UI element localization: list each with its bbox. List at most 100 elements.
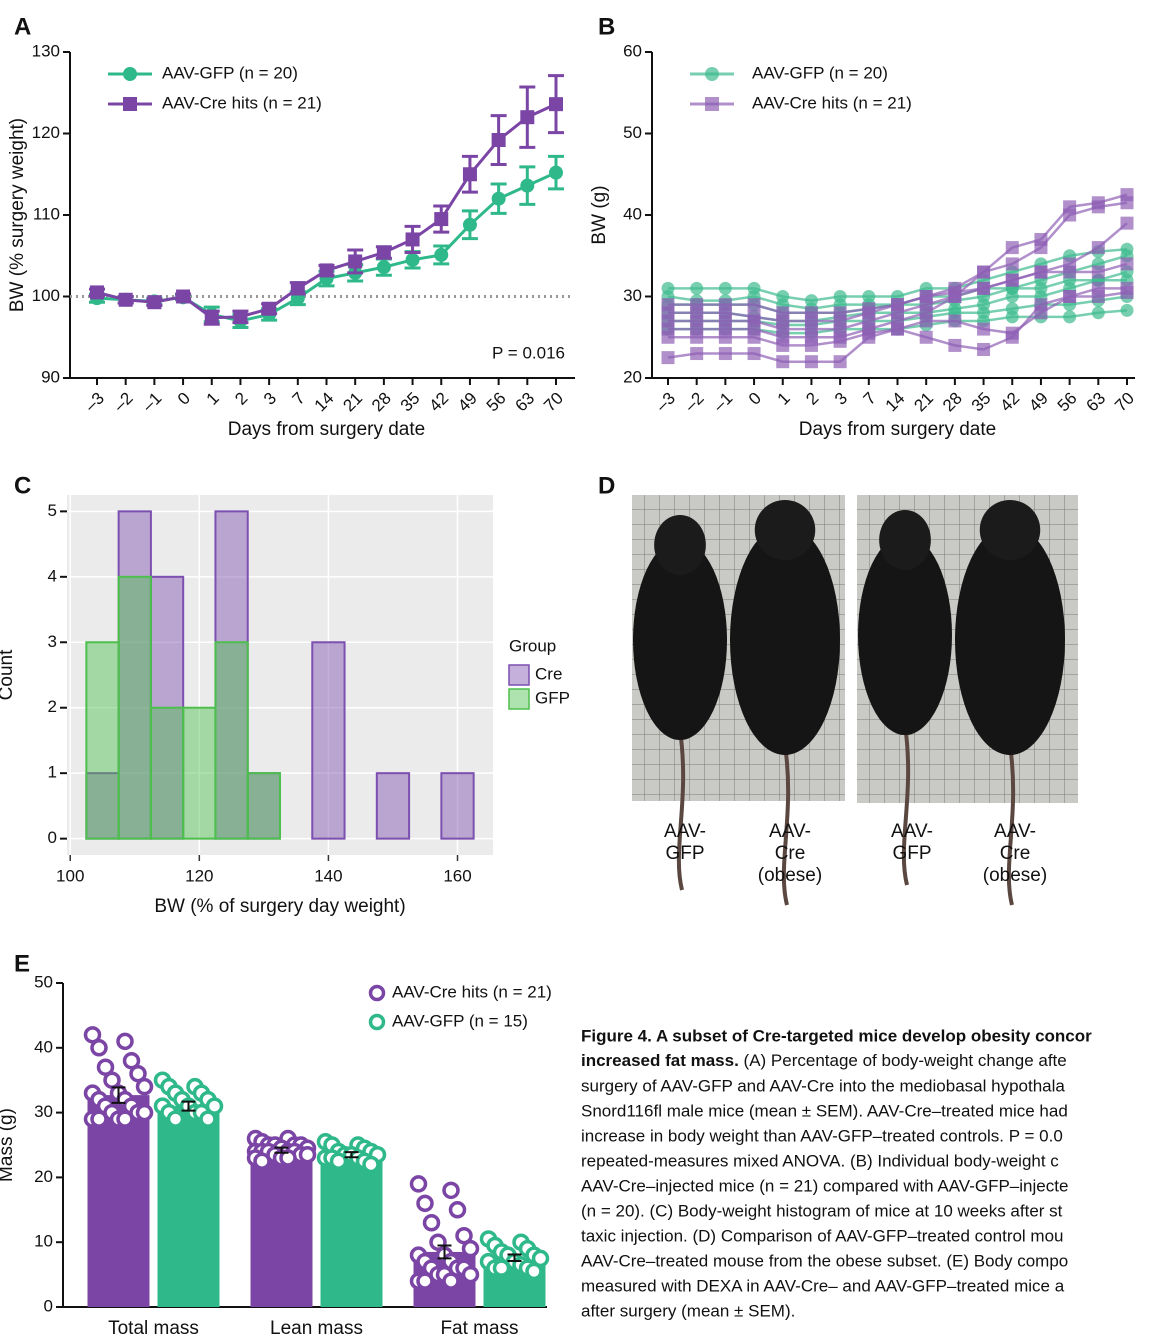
data-point bbox=[1120, 196, 1134, 210]
y-tick-label: 100 bbox=[32, 286, 60, 305]
data-point bbox=[891, 298, 904, 312]
x-tick-label: 70 bbox=[1111, 389, 1138, 416]
data-point bbox=[776, 306, 790, 320]
data-point bbox=[262, 301, 277, 316]
histogram-bar bbox=[311, 641, 346, 840]
data-point bbox=[862, 302, 876, 316]
data-point bbox=[948, 285, 962, 299]
data-point bbox=[531, 1249, 550, 1268]
data-point bbox=[1005, 310, 1019, 324]
x-tick-label: 35 bbox=[397, 389, 424, 416]
data-point bbox=[520, 178, 535, 193]
y-tick-label: 50 bbox=[623, 123, 642, 142]
data-point bbox=[1063, 310, 1077, 324]
photo-label: AAV- bbox=[664, 821, 706, 842]
mouse-tail bbox=[901, 724, 911, 886]
data-point bbox=[690, 314, 704, 328]
legend-title: Group bbox=[509, 636, 556, 655]
caption-text: (A) Percentage of body-weight change aft… bbox=[739, 1051, 1067, 1070]
y-axis-label: Count bbox=[0, 649, 17, 700]
mouse-head bbox=[654, 515, 706, 575]
data-point bbox=[455, 1226, 473, 1245]
y-tick-label: 20 bbox=[623, 367, 642, 386]
data-point bbox=[422, 1214, 441, 1232]
data-point bbox=[661, 314, 675, 328]
mouse-head bbox=[979, 500, 1041, 560]
data-point bbox=[1091, 306, 1105, 320]
y-tick-label: 60 bbox=[623, 41, 642, 60]
caption-line: AAV-Cre–injected mice (n = 21) compared … bbox=[581, 1176, 1068, 1195]
data-point bbox=[1063, 290, 1077, 303]
error-bar bbox=[181, 1100, 196, 1112]
data-point bbox=[376, 260, 391, 275]
x-axis-label: Days from surgery date bbox=[228, 419, 425, 440]
bar bbox=[157, 1106, 220, 1307]
photo-label: GFP bbox=[665, 843, 704, 864]
y-tick-label: 90 bbox=[41, 367, 60, 386]
x-tick-label: 35 bbox=[968, 389, 995, 416]
legend-marker bbox=[705, 97, 719, 111]
data-point bbox=[977, 265, 991, 279]
data-point bbox=[549, 165, 563, 180]
x-tick-label: 28 bbox=[939, 389, 966, 416]
caption-line: taxic injection. (D) Comparison of AAV-G… bbox=[581, 1226, 1064, 1245]
data-point bbox=[804, 306, 818, 320]
data-point bbox=[718, 314, 732, 328]
data-point bbox=[747, 347, 761, 361]
histogram-bar bbox=[149, 706, 185, 840]
data-point bbox=[718, 298, 732, 312]
mouse-body bbox=[955, 525, 1065, 755]
data-point bbox=[1091, 265, 1105, 279]
data-point bbox=[919, 314, 933, 328]
data-point bbox=[405, 252, 420, 267]
data-point bbox=[804, 322, 818, 336]
panel-label: D bbox=[598, 472, 615, 499]
caption-line: measured with DEXA in AAV-Cre– and AAV-G… bbox=[581, 1276, 1065, 1295]
x-tick-label: 1 bbox=[203, 389, 223, 409]
legend-label: AAV-GFP (n = 20) bbox=[162, 63, 298, 82]
caption-line: surgery of AAV-GFP and AAV-Cre into the … bbox=[581, 1076, 1065, 1095]
x-tick-label: 100 bbox=[56, 866, 84, 885]
caption-line: (n = 20). (C) Body-weight histogram of m… bbox=[581, 1201, 1063, 1220]
data-point bbox=[862, 326, 876, 340]
y-axis-label: BW (g) bbox=[589, 185, 610, 244]
photo-label: AAV- bbox=[994, 821, 1036, 842]
mouse-body bbox=[633, 540, 727, 740]
data-point bbox=[690, 347, 704, 361]
data-point bbox=[1005, 257, 1019, 271]
data-point bbox=[804, 338, 818, 352]
data-point bbox=[491, 191, 506, 206]
x-tick-label: 42 bbox=[996, 389, 1023, 416]
data-point bbox=[279, 1149, 297, 1167]
legend-marker bbox=[705, 67, 719, 81]
mouse-tail bbox=[781, 744, 791, 906]
data-point bbox=[919, 290, 933, 303]
data-point bbox=[135, 1103, 154, 1122]
photo-label: Cre bbox=[1000, 843, 1031, 864]
y-tick-label: 110 bbox=[33, 204, 60, 223]
y-tick-label: 40 bbox=[34, 1037, 53, 1056]
x-tick-label: 63 bbox=[511, 389, 538, 416]
caption-line: increase in body weight than AAV-GFP–tre… bbox=[581, 1126, 1063, 1145]
photo-label: AAV- bbox=[769, 821, 811, 842]
x-axis-label: Days from surgery date bbox=[799, 419, 996, 440]
x-tick-label: Lean mass bbox=[270, 1318, 363, 1339]
histogram-bar bbox=[375, 772, 411, 840]
caption-title: Figure 4. A subset of Cre-targeted mice … bbox=[581, 1026, 1092, 1045]
y-tick-label: 130 bbox=[32, 41, 60, 60]
x-tick-label: Fat mass bbox=[440, 1318, 518, 1339]
photo-label: (obese) bbox=[758, 865, 822, 886]
y-tick-label: 3 bbox=[48, 632, 57, 651]
data-point bbox=[549, 97, 563, 112]
data-point bbox=[434, 212, 449, 227]
legend-label: AAV-GFP (n = 20) bbox=[752, 63, 888, 82]
x-tick-label: –1 bbox=[710, 389, 737, 416]
y-axis-label: BW (% surgery weight) bbox=[7, 118, 28, 312]
caption-line: increased fat mass. (A) Percentage of bo… bbox=[581, 1051, 1067, 1070]
caption-line: after surgery (mean ± SEM). bbox=[581, 1301, 795, 1320]
mouse-tail bbox=[1006, 744, 1016, 906]
caption-line: Snord116fl male mice (mean ± SEM). AAV-C… bbox=[581, 1101, 1068, 1120]
data-point bbox=[319, 263, 334, 278]
data-point bbox=[442, 1272, 460, 1290]
